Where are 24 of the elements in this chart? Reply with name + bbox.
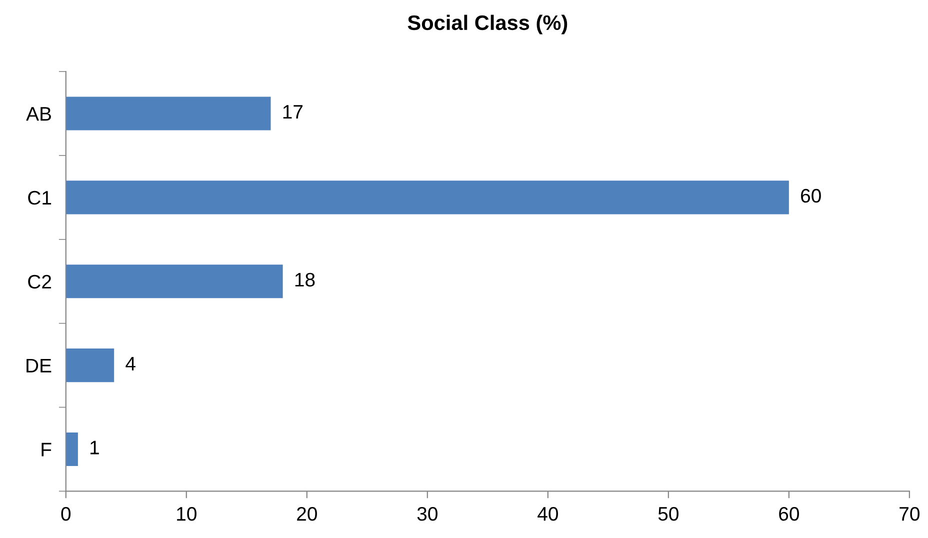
y-tick-label: C2 [28,274,52,289]
bar [66,96,271,130]
x-tick-label: 30 [417,506,438,521]
data-label: 18 [295,272,315,287]
y-tick-label: C1 [28,190,52,205]
x-tick-label: 0 [61,506,71,521]
data-label: 17 [283,105,303,119]
x-tick-label: 20 [297,506,317,521]
x-tick-label: 10 [177,506,196,521]
bar [66,264,283,298]
data-label: 4 [126,356,136,370]
bar [66,348,114,382]
y-tick-label: DE [26,358,52,372]
bar [66,180,789,214]
x-tick-label: 60 [779,506,799,521]
x-tick-label: 70 [900,506,920,521]
bar [66,432,78,466]
data-label: 1 [90,440,99,454]
chart-title: Social Class (%) [408,14,568,34]
x-tick-label: 40 [538,506,558,521]
y-tick-label: F [42,442,52,456]
data-label: 60 [801,188,821,203]
x-tick-label: 50 [658,506,678,521]
y-tick-label: AB [26,107,51,121]
